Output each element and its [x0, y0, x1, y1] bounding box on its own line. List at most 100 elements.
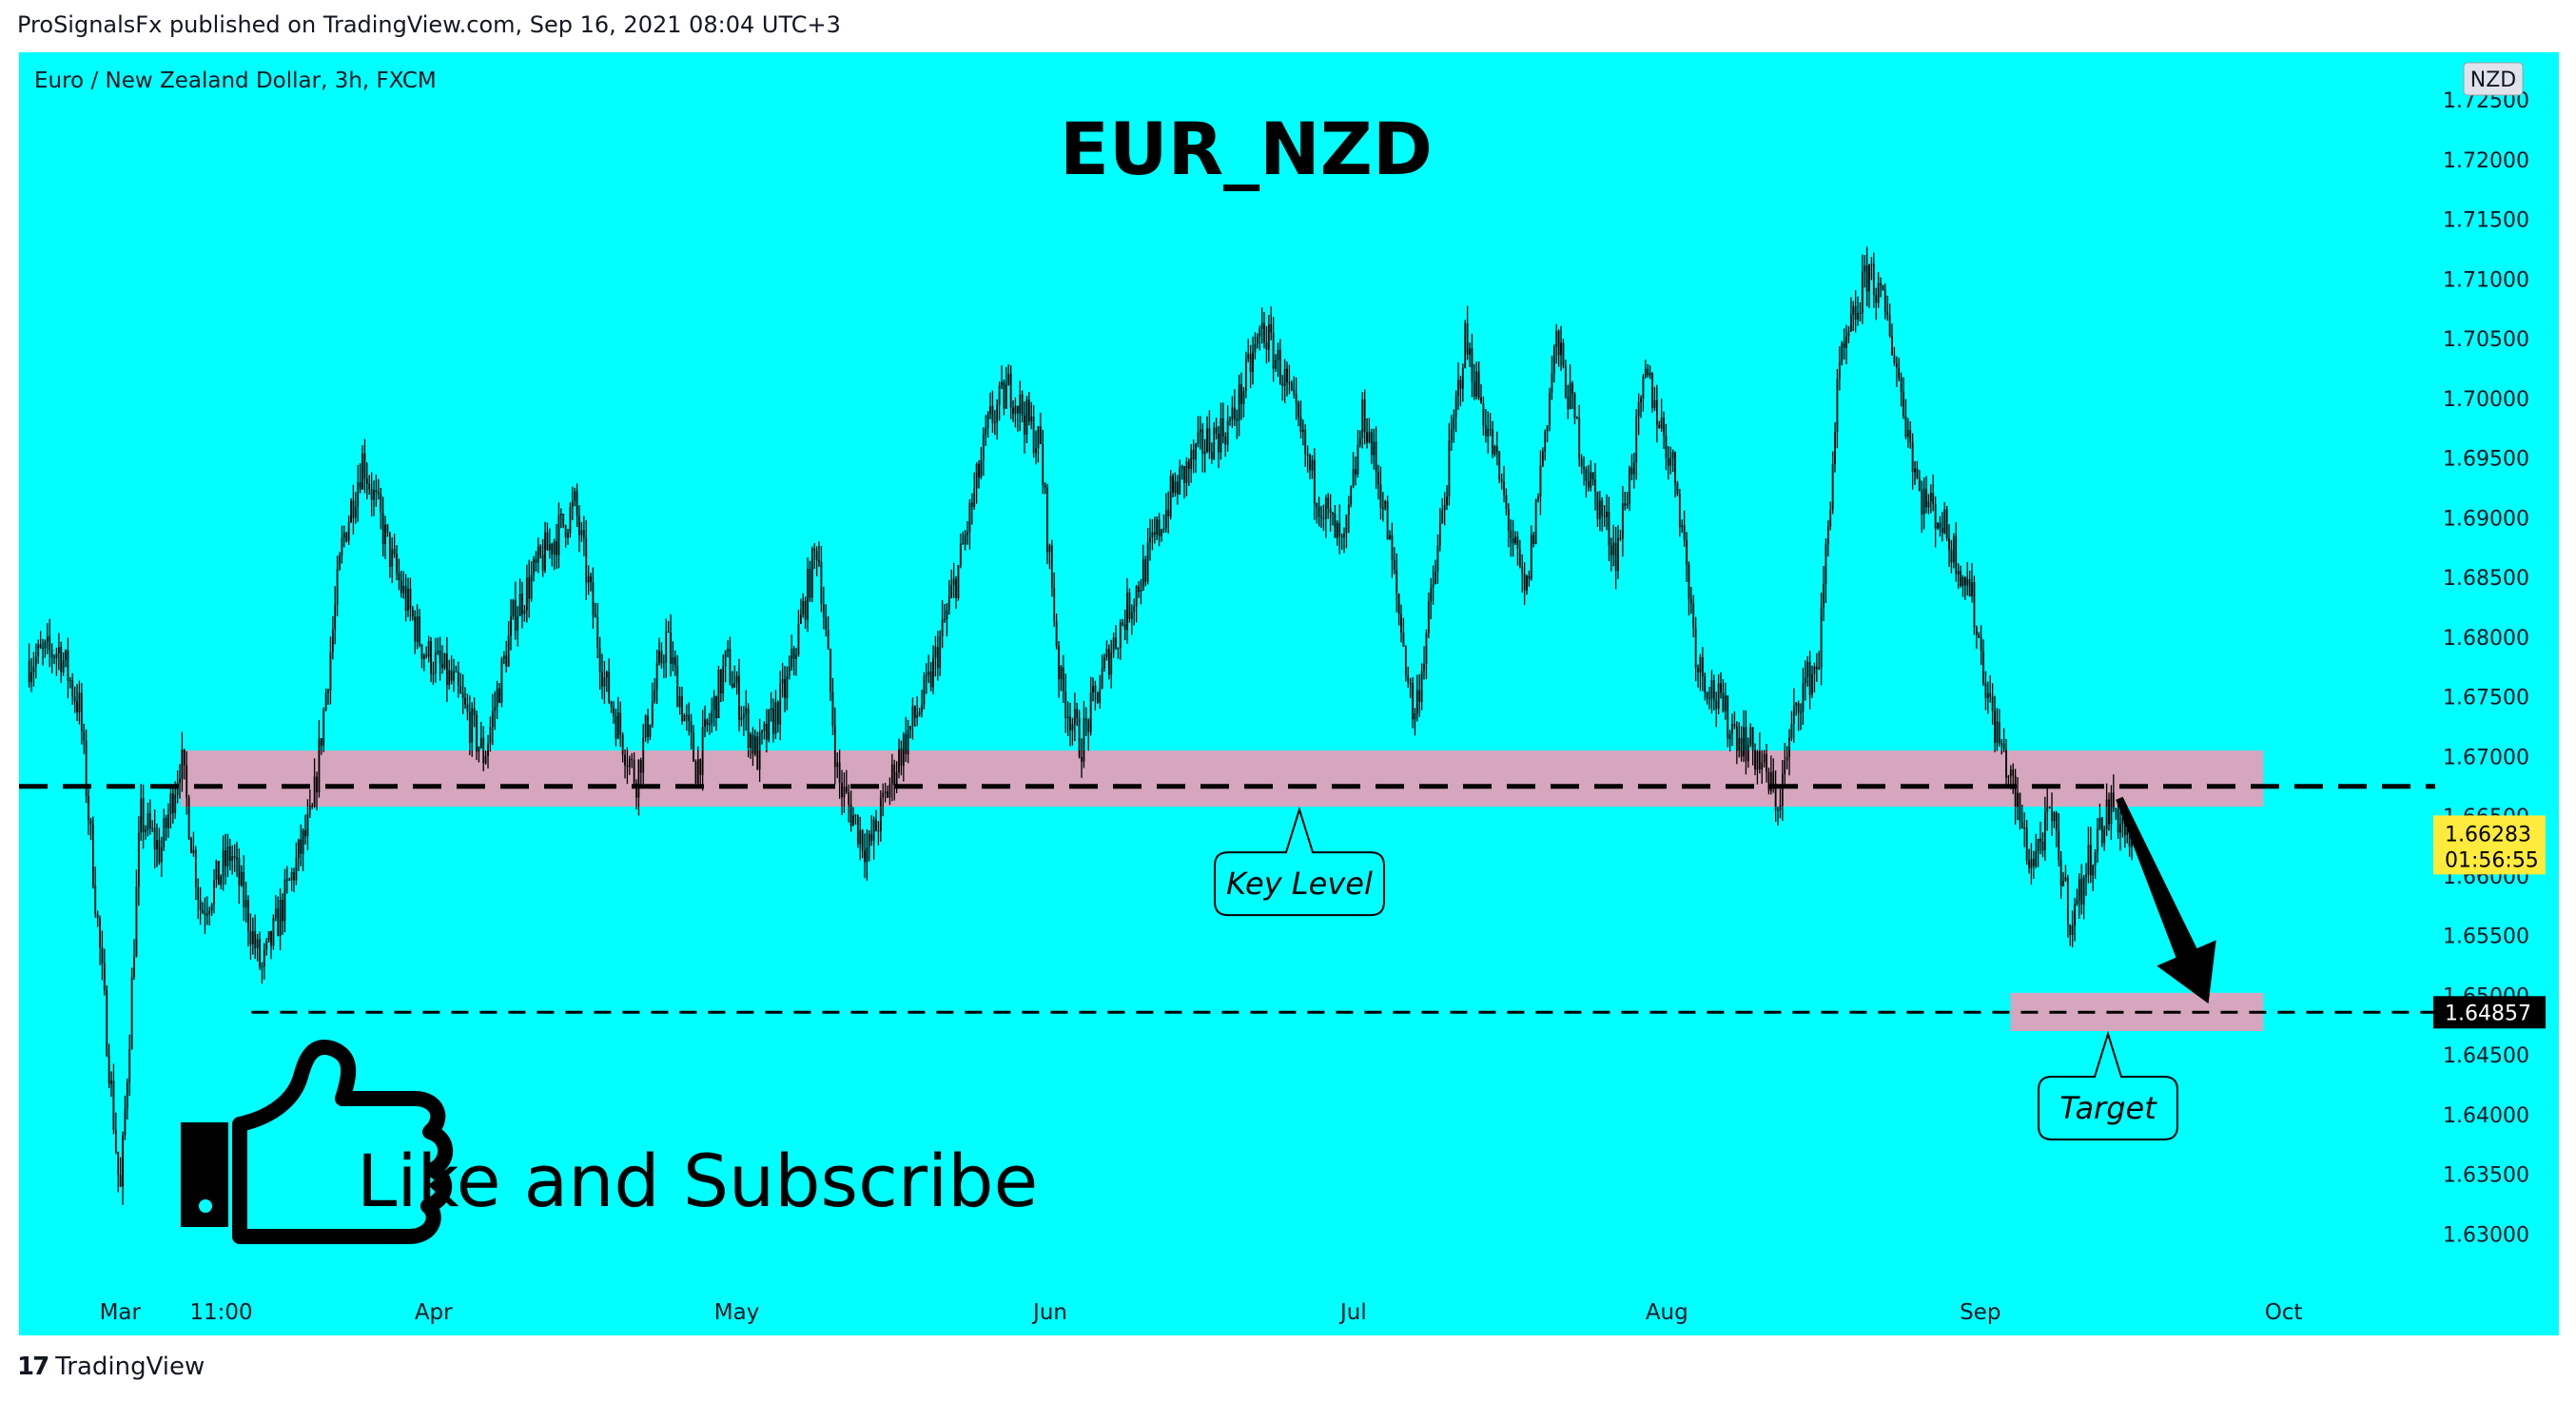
candle-body — [576, 491, 578, 516]
candle-body — [916, 714, 919, 718]
like-subscribe-promo[interactable]: Like and Subscribe — [181, 1040, 1038, 1244]
candle-body — [1929, 493, 1932, 502]
target-callout[interactable]: Target — [2038, 1030, 2178, 1140]
candle-body — [921, 704, 923, 712]
candle-body — [1432, 584, 1434, 588]
candle-body — [1071, 724, 1074, 731]
candle-body — [2100, 817, 2103, 844]
candle-body — [594, 614, 596, 618]
candle-body — [130, 977, 133, 1050]
candle-body — [1298, 402, 1299, 418]
candle-body — [619, 712, 622, 735]
candle-body — [1630, 467, 1633, 475]
candle-body — [982, 435, 985, 461]
candle-body — [1617, 537, 1619, 572]
candle-body — [959, 543, 962, 566]
candle-body — [564, 525, 567, 538]
currency-badge[interactable]: NZD — [2463, 62, 2524, 96]
candle-body — [1963, 576, 1966, 586]
candle-body — [39, 644, 42, 649]
candle-body — [1352, 469, 1355, 487]
candle-body — [893, 764, 896, 786]
candle-body — [1986, 692, 1989, 699]
candle-body — [122, 1135, 124, 1187]
candle-body — [601, 672, 603, 687]
candle-body — [107, 1055, 110, 1084]
candle-body — [487, 743, 489, 757]
candle-body — [202, 909, 204, 913]
candle-body — [685, 714, 688, 716]
candle-body — [836, 762, 839, 768]
key-level-callout[interactable]: Key Level — [1214, 806, 1385, 917]
candle-body — [1686, 539, 1688, 565]
candle-body — [849, 804, 852, 827]
candle-body — [2030, 858, 2033, 868]
candle-body — [398, 573, 400, 581]
candle-body — [368, 483, 371, 490]
candle-body — [210, 904, 213, 911]
candle-body — [890, 764, 893, 785]
candle-body — [909, 726, 911, 730]
candle-body — [966, 532, 968, 535]
candle-body — [763, 723, 766, 731]
candle-body — [204, 912, 206, 916]
candle-body — [1669, 458, 1672, 466]
candle-body — [365, 478, 368, 484]
candle-body — [1614, 542, 1617, 572]
candle-body — [1788, 737, 1790, 757]
candle-body — [993, 422, 996, 424]
candle-body — [171, 793, 174, 813]
candle-body — [1397, 594, 1400, 614]
candle-body — [2048, 807, 2051, 808]
candle-body — [1594, 478, 1596, 493]
candle-body — [1046, 487, 1048, 553]
candle-body — [1441, 510, 1444, 524]
candle-body — [1503, 481, 1505, 496]
candle-body — [1955, 535, 1958, 574]
candle-body — [795, 654, 797, 659]
candle-body — [1514, 536, 1516, 544]
candle-body — [341, 537, 343, 555]
candle-body — [2121, 817, 2124, 825]
candle-body — [1199, 429, 1201, 433]
candle-body — [300, 839, 302, 854]
candle-body — [272, 917, 275, 946]
candle-body — [1009, 373, 1012, 408]
candle-body — [342, 533, 345, 538]
candle-body — [320, 738, 322, 747]
candle-body — [1256, 336, 1259, 344]
candle-body — [450, 670, 453, 681]
candle-body — [489, 727, 492, 744]
candle-body — [256, 939, 259, 948]
candle-body — [1471, 348, 1473, 382]
candle-body — [567, 533, 569, 538]
candle-body — [1831, 464, 1834, 511]
candle-body — [507, 635, 510, 667]
candle-body — [114, 1129, 117, 1152]
candle-body — [1290, 382, 1293, 390]
candle-body — [517, 615, 519, 631]
candle-body — [1119, 622, 1122, 649]
candle-body — [731, 683, 733, 688]
candle-body — [740, 717, 743, 720]
y-tick-label: 1.70000 — [2443, 388, 2529, 412]
chart-title: EUR_NZD — [1060, 107, 1433, 191]
y-tick-label: 1.63000 — [2443, 1223, 2529, 1247]
candle-body — [110, 1081, 112, 1084]
candle-body — [1368, 432, 1371, 442]
candle-body — [80, 692, 83, 731]
candle-body — [724, 651, 727, 667]
tradingview-footer[interactable]: 17 TradingView — [17, 1353, 205, 1381]
candle-body — [1802, 683, 1805, 712]
x-tick-label: Jul — [1338, 1300, 1367, 1325]
candle-body — [1567, 397, 1570, 409]
candle-body — [2119, 824, 2121, 833]
candle-body — [91, 824, 94, 886]
candle-body — [285, 879, 288, 881]
candle-body — [1671, 452, 1674, 458]
candle-body — [647, 715, 649, 737]
candle-body — [1916, 468, 1919, 478]
candle-body — [1117, 648, 1120, 650]
candle-body — [1526, 575, 1528, 591]
